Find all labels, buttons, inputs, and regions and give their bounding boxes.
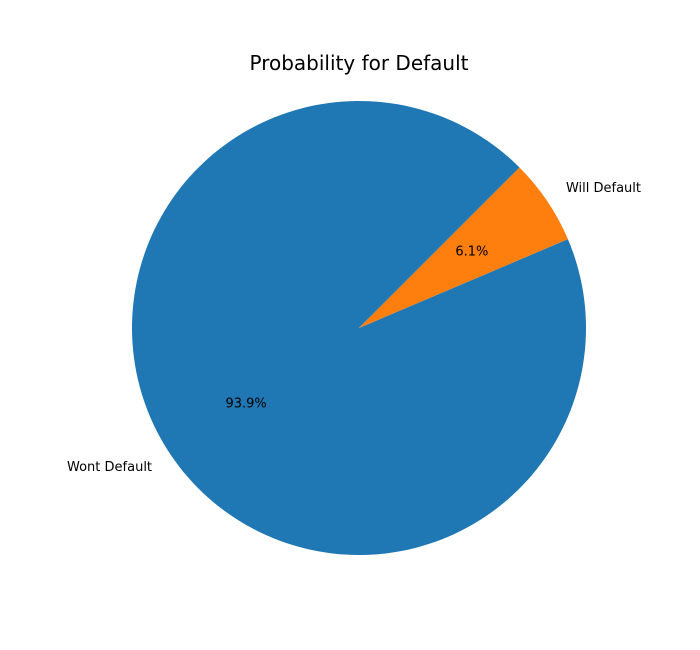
pie-labels: Wont Default 93.9% Will Default 6.1% (67, 181, 641, 475)
slice-percent-label: 6.1% (455, 244, 488, 259)
pie-slices (131, 100, 586, 555)
pie-slice-wont-default (131, 100, 586, 555)
slice-percent-label: 93.9% (225, 397, 266, 412)
chart-title: Probability for Default (249, 51, 468, 75)
pie-slice-will-default (359, 167, 568, 328)
slice-label: Will Default (566, 181, 641, 196)
slice-label: Wont Default (67, 460, 152, 475)
